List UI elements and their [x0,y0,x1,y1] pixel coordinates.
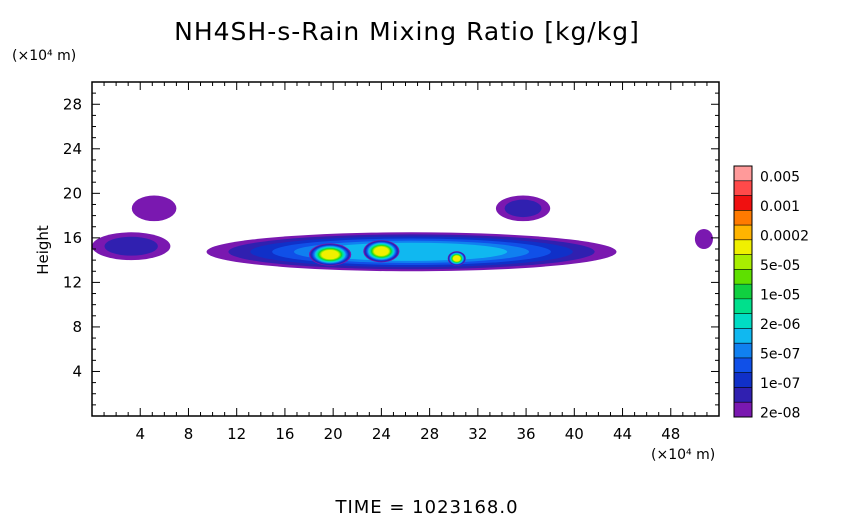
time-label: TIME = 1023168.0 [334,497,518,518]
colorbar-label: 1e-07 [760,376,800,392]
x-tick-label: 28 [420,425,439,443]
y-tick-label: 24 [63,140,82,158]
colorbar-label: 0.0002 [760,228,809,244]
colorbar-labels: 0.005 0.001 0.0002 5e-05 1e-05 2e-06 5e-07 1e-0… [760,169,809,421]
y-tick-label: 8 [72,318,82,336]
y-unit-label: (×10⁴ m) [12,48,76,64]
chart-title: NH4SH-s-Rain Mixing Ratio [kg/kg] [174,17,640,46]
axis-ticks [92,82,719,416]
colorbar-label: 2e-08 [760,406,800,422]
field-contour [373,246,389,256]
x-tick-label: 32 [468,425,487,443]
colorbar-label: 2e-06 [760,317,800,333]
x-tick-label: 16 [275,425,294,443]
x-tick-labels: 4 8 12 16 20 24 28 32 36 40 44 48 [135,425,680,443]
x-tick-label: 4 [135,425,145,443]
colorbar-swatch [734,166,752,182]
y-tick-label: 12 [63,273,82,291]
colorbar-swatch [734,284,752,300]
colorbar-swatch [734,313,752,329]
colorbar-swatch [734,225,752,241]
colorbar [733,165,753,418]
y-tick-label: 16 [63,229,82,247]
field-contour [104,236,158,256]
colorbar-swatch [734,328,752,344]
y-tick-label: 20 [63,184,82,202]
colorbar-swatch [734,239,752,255]
y-tick-labels: 4 8 12 16 20 24 28 [63,95,82,380]
field-contour [453,255,461,262]
y-axis-label: Height [34,225,52,275]
colorbar-swatch [734,402,752,418]
x-tick-label: 36 [517,425,536,443]
colorbar-swatch [734,195,752,211]
colorbar-swatch [734,387,752,403]
plot-area [92,195,713,272]
x-unit-label: (×10⁴ m) [651,447,715,463]
x-tick-label: 8 [184,425,194,443]
colorbar-swatch [734,269,752,285]
colorbar-swatch [734,298,752,314]
colorbar-swatch [734,210,752,226]
colorbar-swatch [734,343,752,359]
x-tick-label: 44 [613,425,632,443]
x-tick-label: 20 [324,425,343,443]
colorbar-swatch [734,180,752,196]
x-tick-label: 48 [661,425,680,443]
field-contour [321,249,339,260]
x-tick-label: 40 [565,425,584,443]
x-tick-label: 12 [227,425,246,443]
colorbar-swatch [734,357,752,374]
colorbar-swatch [734,372,752,388]
y-tick-label: 28 [63,95,82,113]
colorbar-label: 5e-05 [760,258,800,274]
colorbar-label: 0.005 [760,169,800,185]
field-contour [131,195,177,222]
colorbar-swatch [734,254,752,270]
field-contour [694,228,713,249]
field-contour [504,199,542,218]
colorbar-label: 5e-07 [760,346,800,362]
colorbar-frame [733,165,753,418]
x-tick-label: 24 [372,425,391,443]
colorbar-label: 0.001 [760,199,800,215]
y-tick-label: 4 [72,362,82,380]
colorbar-label: 1e-05 [760,287,800,303]
